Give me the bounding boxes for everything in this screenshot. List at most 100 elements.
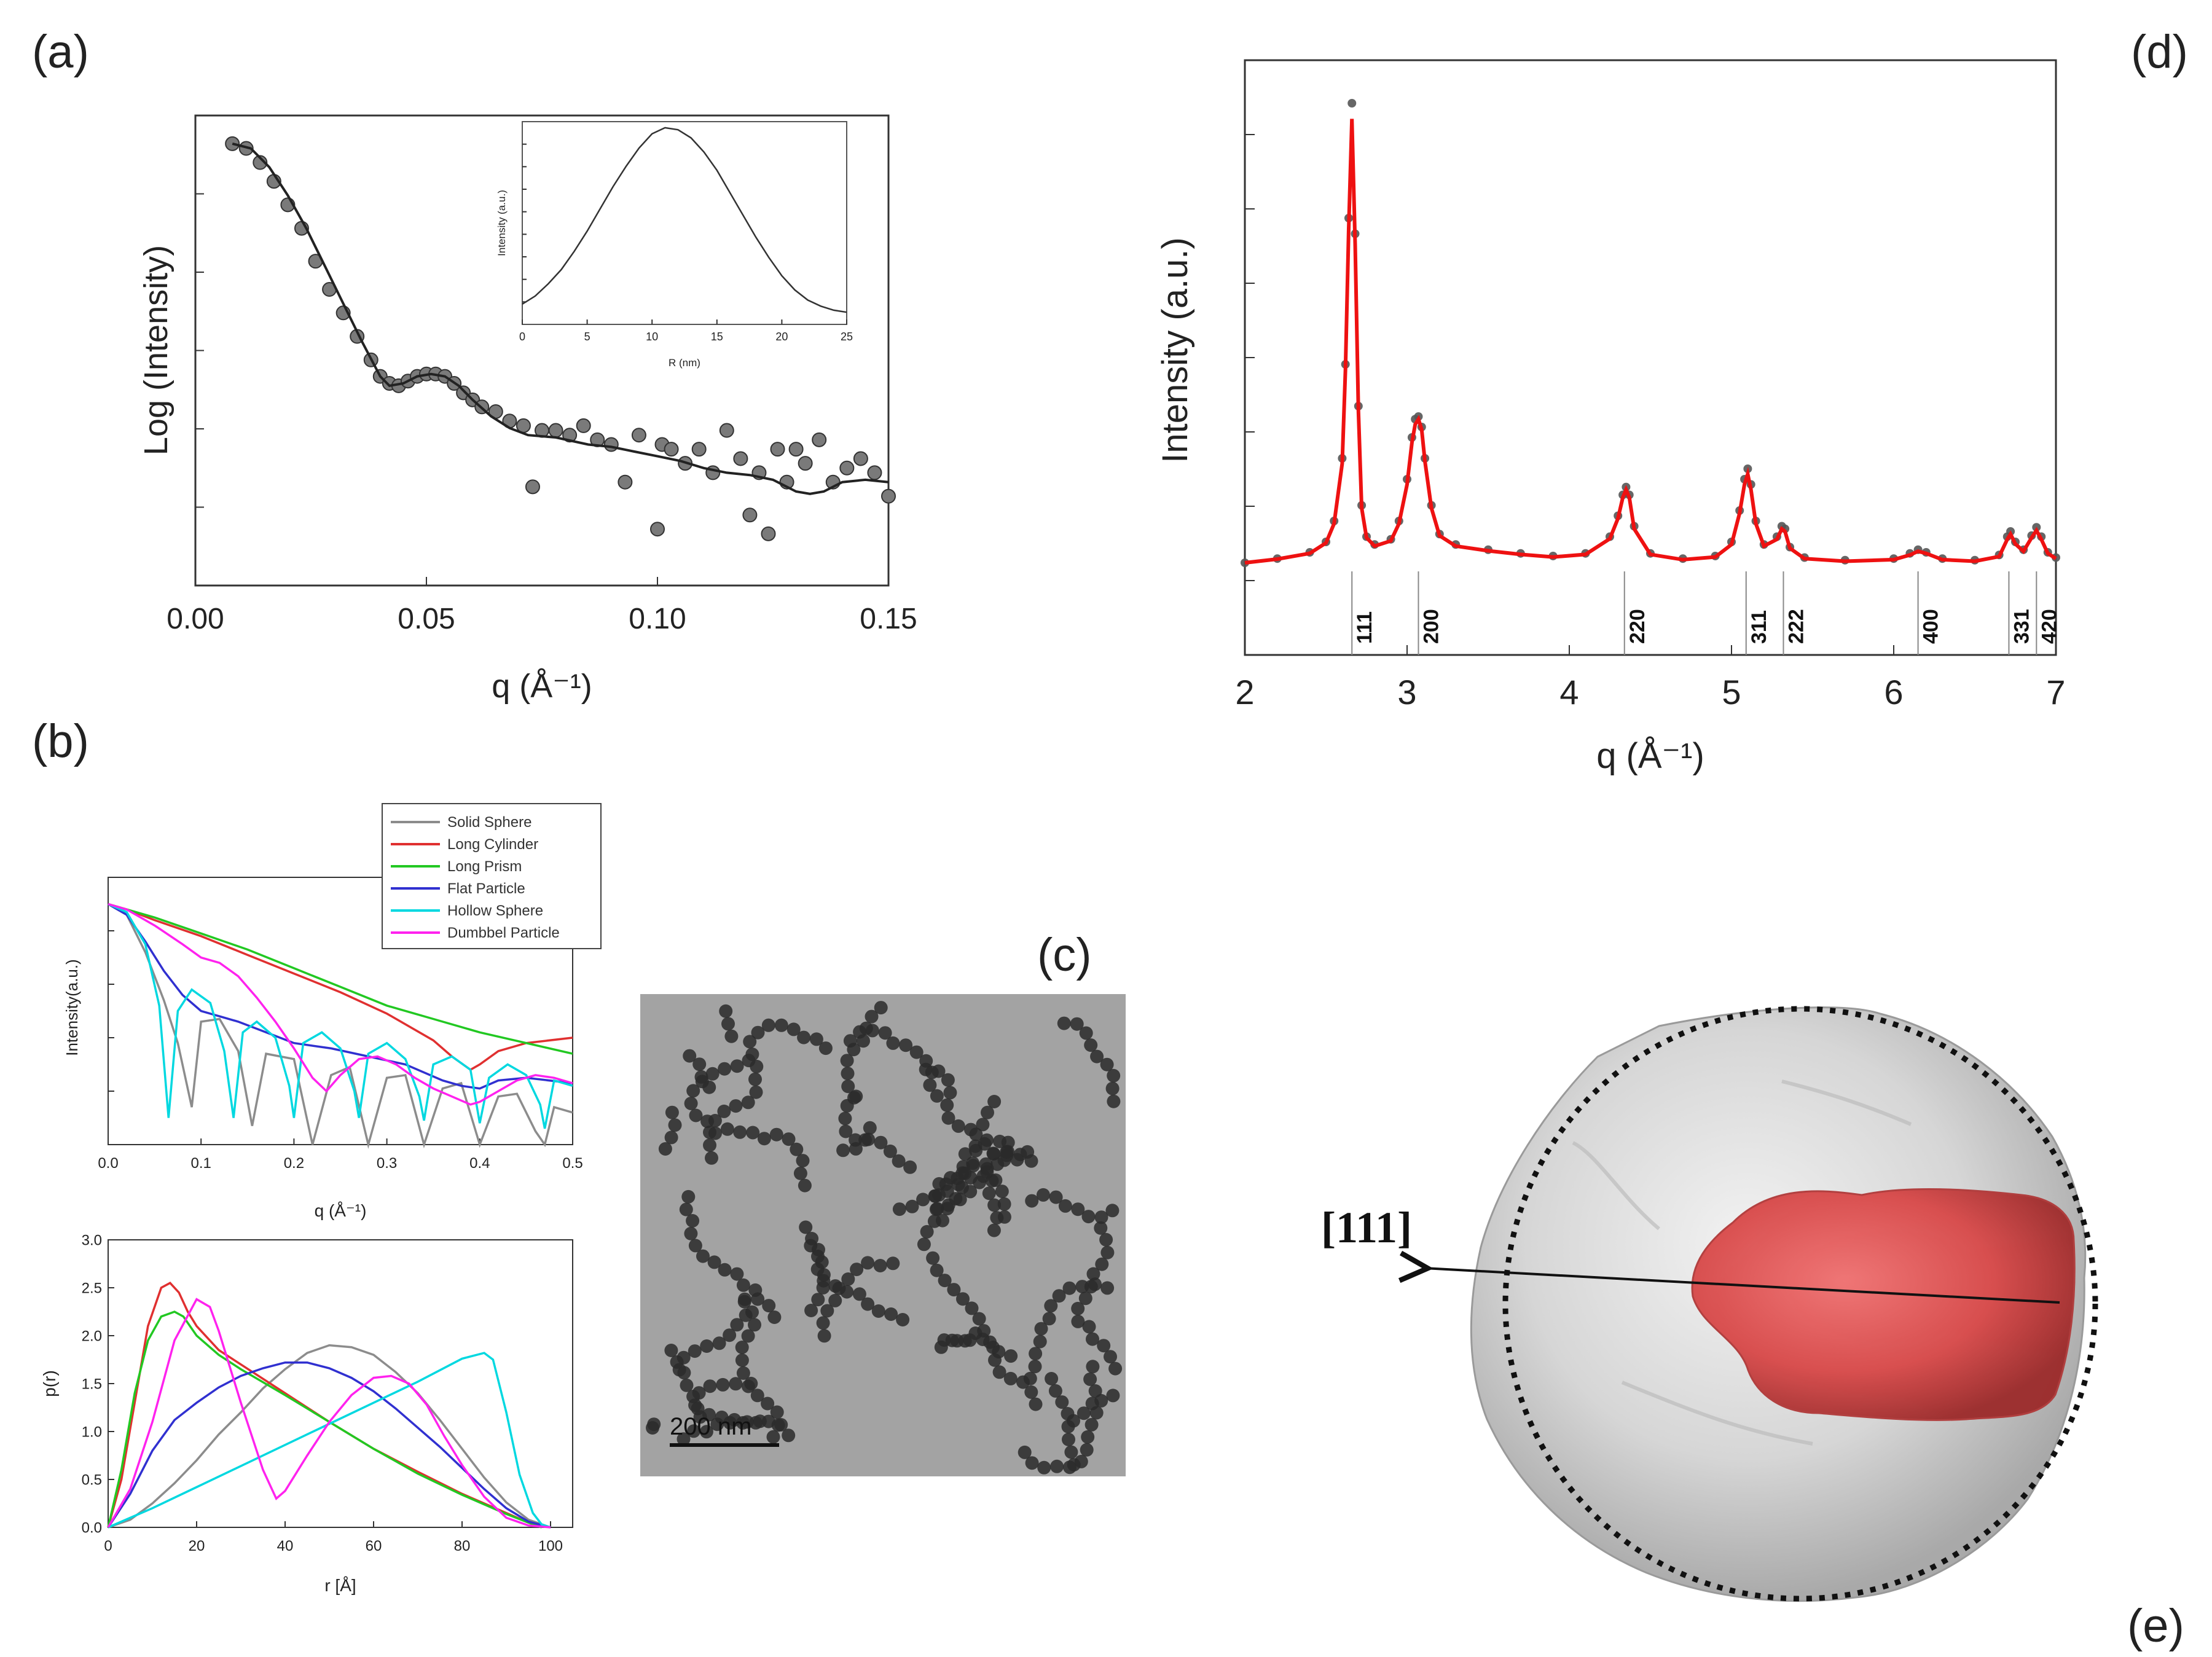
panel-b-top-series-line <box>108 903 573 1149</box>
tem-particle <box>917 1237 931 1252</box>
panel-b-bottom-ytick-label: 0.5 <box>82 1471 102 1488</box>
panel-b: (b) 0.0 0.1 0.2 0.3 0.4 0.5 Intensity(a.u.) q… <box>32 715 602 1595</box>
tem-particle <box>987 1198 1002 1212</box>
tem-particle <box>1064 1445 1078 1459</box>
tem-particle <box>700 1339 714 1353</box>
tem-particle <box>679 1202 693 1216</box>
panel-b-top-xtick-label: 0.3 <box>377 1155 397 1172</box>
tem-particle <box>681 1189 696 1204</box>
panel-a-data-point <box>798 456 813 471</box>
panel-a-inset-xtick-label: 10 <box>646 331 658 343</box>
tem-particle <box>1086 1332 1099 1346</box>
panel-c-letter: (c) <box>1037 929 1092 981</box>
tem-particle <box>723 1328 737 1342</box>
panel-a-data-point <box>691 442 707 457</box>
tem-particle <box>1100 1057 1114 1071</box>
tem-particle <box>990 1157 1005 1171</box>
tem-particle <box>767 1310 782 1324</box>
tem-particle <box>1061 1407 1075 1420</box>
tem-particle <box>692 1386 706 1400</box>
panel-b-bottom-xlabel: r [Å] <box>324 1576 356 1595</box>
scale-bar-label: 200 nm <box>670 1413 751 1440</box>
panel-d-letter: (d) <box>2131 26 2188 78</box>
tem-particle <box>753 1414 767 1428</box>
tem-particle <box>1024 1385 1038 1399</box>
tem-particle <box>703 1379 717 1393</box>
tem-particle <box>849 1142 863 1156</box>
panel-b-bottom-series-line <box>107 1298 551 1529</box>
tem-particle <box>705 1067 720 1081</box>
tem-particle <box>748 1072 762 1086</box>
tem-particle <box>1025 1194 1039 1208</box>
legend-box <box>382 803 602 949</box>
tem-particle <box>836 1143 850 1158</box>
panel-a-letter: (a) <box>32 26 89 78</box>
panel-a-data-point <box>548 423 563 438</box>
tem-particle <box>941 1073 955 1087</box>
tem-particle <box>865 1009 879 1024</box>
tem-particle <box>1090 1049 1104 1064</box>
panel-a-inset-xtick-label: 20 <box>775 331 788 343</box>
legend-label: Dumbbel Particle <box>447 925 560 941</box>
panel-a-inset-xtick-label: 25 <box>841 331 853 343</box>
panel-b-top-xtick-label: 0.0 <box>98 1155 118 1172</box>
panel-d-peak-label: 331 <box>2010 609 2033 644</box>
panel-a-data-point <box>525 479 540 495</box>
panel-d-peak-label: 420 <box>2037 609 2061 644</box>
tem-particle <box>840 1054 854 1068</box>
tem-particle <box>916 1193 930 1207</box>
tem-particle <box>816 1280 830 1295</box>
tem-particle <box>943 1171 957 1185</box>
tem-nanoparticles <box>646 1001 1123 1475</box>
tem-particle <box>664 1344 678 1357</box>
tem-particle <box>1048 1384 1062 1398</box>
tem-particle <box>688 1398 702 1412</box>
tem-particle <box>750 1389 764 1403</box>
tem-particle <box>717 1104 731 1118</box>
tem-particle <box>920 1224 934 1239</box>
panel-d-plot: 2 3 4 5 6 7 111 200 220 311 222 400 331 420 <box>1235 99 2066 711</box>
direction-arrow <box>1424 1268 2060 1304</box>
shell-surface-ridges <box>1572 1079 1912 1446</box>
panel-b-bottom-xtick-label: 40 <box>277 1538 294 1554</box>
panel-a-data-point <box>761 526 776 541</box>
tem-particle <box>730 1267 744 1281</box>
tem-particle <box>1037 1460 1051 1475</box>
tem-particle <box>766 1430 780 1444</box>
panel-b-bottom-series-line <box>108 1352 551 1529</box>
tem-particle <box>986 1146 1000 1161</box>
tem-particle <box>1000 1148 1014 1162</box>
tem-particle <box>832 1281 846 1295</box>
tem-particle <box>707 1255 721 1269</box>
tem-particle <box>804 1304 818 1317</box>
tem-particle <box>786 1022 801 1036</box>
tem-particle <box>1107 1094 1121 1108</box>
panel-b-bottom-ytick-label: 1.5 <box>82 1376 102 1392</box>
panel-d-fit-line <box>1244 119 2057 565</box>
panel-b-top-xtick-label: 0.1 <box>191 1155 211 1172</box>
tem-particle <box>905 1199 919 1213</box>
tem-particle <box>899 1038 913 1052</box>
tem-particle <box>805 1232 819 1245</box>
panel-d-xtick-label: 6 <box>1884 673 1903 711</box>
tem-particle <box>721 1017 735 1031</box>
tem-particle <box>966 1159 980 1173</box>
tem-particle <box>811 1293 825 1307</box>
tem-particle <box>1055 1395 1069 1409</box>
tem-particle <box>799 1220 813 1234</box>
tem-particle <box>932 1177 946 1191</box>
tem-particle <box>741 1379 755 1393</box>
tem-particle <box>992 1365 1006 1379</box>
panel-d-peak-label: 220 <box>1626 609 1649 644</box>
tem-particle <box>769 1127 783 1142</box>
tem-particle <box>926 1251 940 1265</box>
tem-particle <box>730 1318 744 1332</box>
panel-b-bottom-xtick-label: 0 <box>104 1538 112 1554</box>
panel-a-data-point <box>733 451 748 466</box>
tem-particle <box>1071 1202 1085 1216</box>
tem-particle <box>841 1067 855 1081</box>
tem-particle <box>874 1001 888 1015</box>
tem-particle <box>1070 1017 1084 1031</box>
tem-particle <box>1088 1277 1102 1291</box>
tem-particle <box>809 1032 823 1046</box>
